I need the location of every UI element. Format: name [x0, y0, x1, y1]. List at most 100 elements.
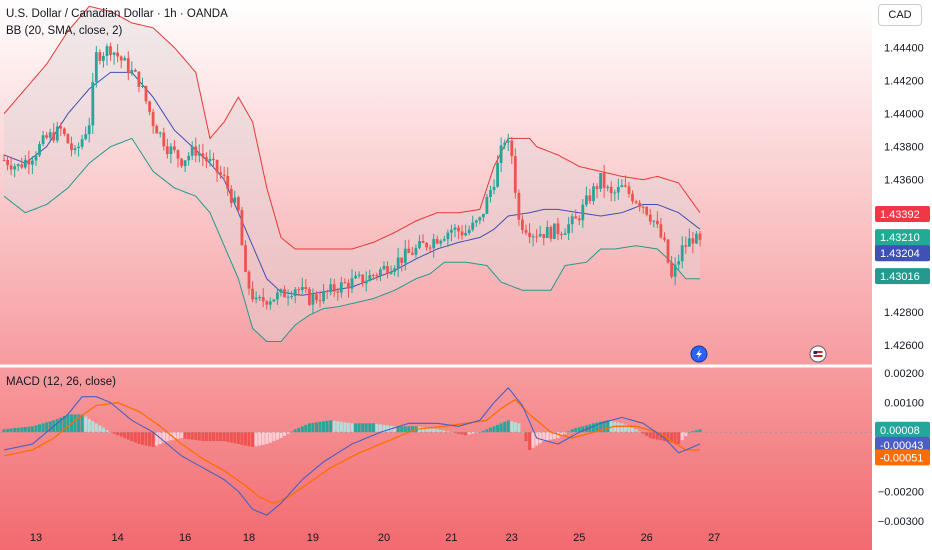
macd-histogram-bar [215, 432, 219, 442]
macd-histogram-bar [467, 432, 471, 435]
candle-body [261, 297, 265, 302]
candle-body [23, 159, 27, 168]
candle-body [588, 195, 592, 201]
candle-body [180, 158, 183, 167]
candle-body [41, 135, 45, 145]
macd-histogram-bar [16, 427, 20, 433]
candle-body [233, 197, 237, 203]
macd-histogram-bar [197, 432, 201, 441]
macd-lines [3, 386, 701, 516]
price-tick-label: 1.42600 [884, 340, 924, 352]
macd-histogram-bar [595, 422, 599, 433]
candle-body [247, 271, 251, 289]
candle-body [84, 134, 88, 140]
candle-body [173, 146, 176, 150]
candle-body [666, 239, 670, 263]
macd-legend[interactable]: MACD (12, 26, close) [6, 376, 116, 388]
bollinger-legend[interactable]: BB (20, SMA, close, 2) [6, 25, 123, 37]
macd-histogram-bar [577, 427, 581, 433]
macd-histogram-bar [77, 414, 81, 433]
currency-button[interactable]: CAD [878, 4, 922, 26]
macd-histogram-bar [638, 431, 642, 433]
macd-histogram-bar [151, 432, 155, 447]
macd-histogram-bar [233, 432, 237, 444]
macd-histogram-bar [204, 432, 208, 442]
candle-body [624, 185, 627, 187]
candle-body [524, 229, 528, 233]
macd-histogram-bar [311, 422, 315, 433]
macd-histogram-bar [272, 432, 276, 442]
candle-body [94, 52, 98, 82]
macd-histogram-bar [94, 423, 98, 433]
candle-body [382, 266, 386, 270]
macd-histogram-bar [552, 432, 556, 439]
macd-histogram-bar [322, 421, 326, 433]
macd-histogram-bar [496, 424, 500, 433]
macd-histogram-bar [545, 432, 549, 441]
price-tick-label: 1.43800 [884, 142, 924, 154]
macd-histogram-bar [499, 423, 503, 433]
candle-body [105, 46, 109, 56]
candle-body [91, 81, 95, 126]
macd-histogram-bar [162, 432, 166, 443]
macd-histogram-bar [354, 423, 358, 433]
candle-body [695, 233, 698, 244]
time-tick-label: 20 [378, 532, 390, 544]
flag-event-icon[interactable] [809, 345, 827, 363]
candle-body [521, 219, 524, 230]
candle-body [229, 188, 233, 203]
lightning-icon[interactable] [690, 345, 708, 363]
macd-histogram-bar [361, 423, 365, 433]
macd-value-tag [875, 436, 930, 453]
symbol-title[interactable]: U.S. Dollar / Canadian Dollar · 1h · OAN… [6, 8, 228, 20]
macd-histogram-bar [318, 421, 322, 433]
macd-histogram-bar [673, 432, 677, 444]
macd-histogram-bar [98, 425, 102, 433]
candle-body [304, 287, 308, 289]
candle-body [9, 165, 13, 170]
macd-histogram-bar [616, 422, 620, 433]
macd-histogram-bar [119, 432, 123, 437]
bollinger-band-fill [4, 6, 700, 342]
candle-body [680, 245, 684, 262]
macd-value-tag-text: 0.00008 [880, 425, 920, 437]
macd-histogram-bar [570, 429, 574, 433]
macd-histogram-bar [464, 432, 468, 436]
candle-body [155, 125, 159, 134]
candle-body [560, 234, 563, 236]
candle-body [80, 139, 84, 147]
price-tick-label: 1.44200 [884, 76, 924, 88]
macd-histogram-bar [236, 432, 240, 444]
candle-body [222, 174, 226, 176]
macd-histogram-bar [339, 421, 343, 433]
macd-histogram-bar [194, 432, 198, 441]
candle-body [670, 262, 673, 277]
time-tick-label: 19 [307, 532, 319, 544]
macd-histogram-bar [169, 432, 173, 441]
candle-body [528, 232, 531, 237]
macd-histogram-bar [30, 426, 34, 433]
candle-body [308, 289, 311, 305]
candle-body [425, 243, 428, 248]
candle-body [70, 143, 73, 151]
candle-body [73, 148, 77, 151]
candle-body [585, 195, 588, 205]
candle-body [272, 299, 276, 302]
candle-body [265, 301, 269, 305]
candle-body [489, 190, 492, 197]
macd-histogram-bar [293, 429, 297, 433]
candle-body [350, 278, 354, 289]
macd-histogram-bar [371, 423, 375, 433]
candle-body [421, 241, 425, 243]
candle-body [137, 71, 141, 87]
macd-histogram-bar [691, 431, 695, 433]
candle-body [577, 218, 581, 221]
macd-histogram-bar [62, 415, 66, 433]
candle-body [87, 125, 91, 135]
macd-histogram-bar [581, 426, 585, 433]
price-tag-text: 1.43210 [880, 232, 920, 244]
macd-histogram-bar [623, 424, 627, 433]
candle-body [162, 132, 166, 147]
